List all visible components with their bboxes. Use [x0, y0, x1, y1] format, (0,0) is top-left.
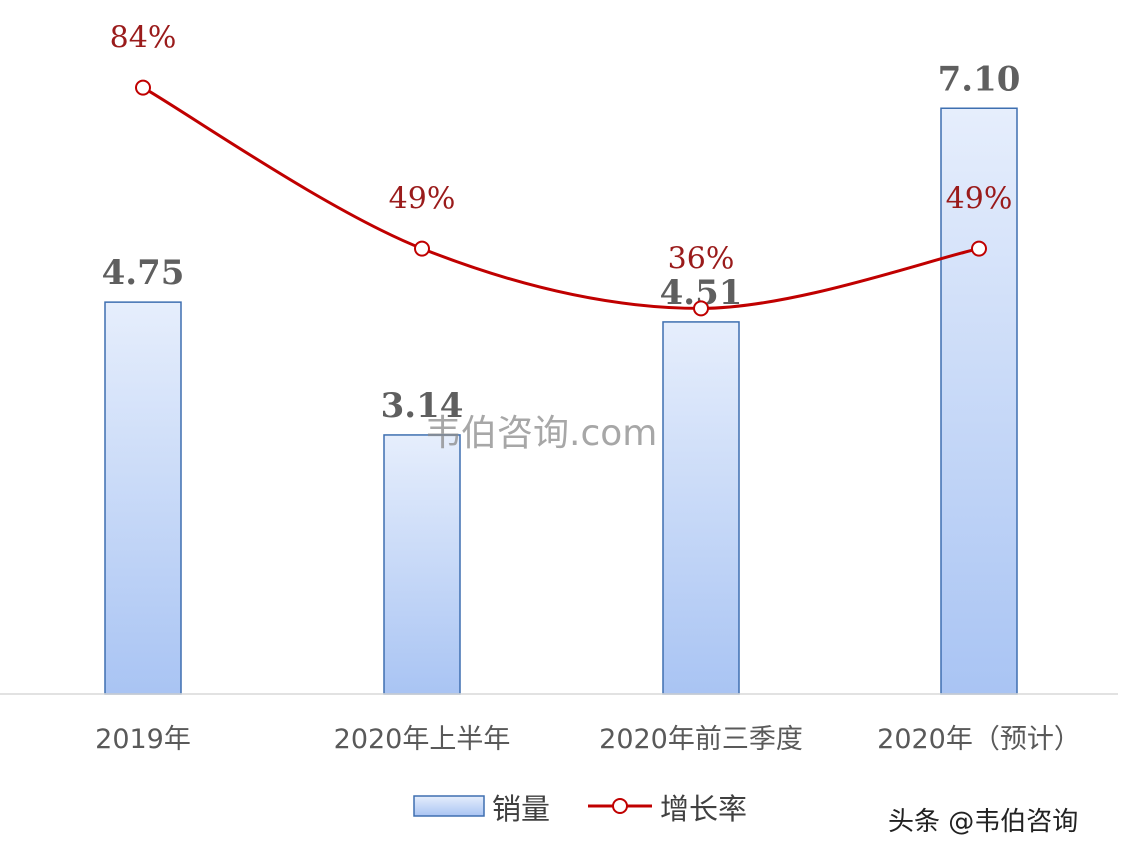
legend: 销量 增长率 — [413, 792, 747, 826]
bar-value-label-0: 4.75 — [102, 253, 185, 293]
bars-layer — [104, 107, 1018, 695]
bar-value-labels: 4.753.144.517.10 — [102, 59, 1021, 426]
x-axis-tick-labels: 2019年 2020年上半年 2020年前三季度 2020年（预计） — [95, 724, 1081, 755]
growth-rate-point-3 — [971, 240, 987, 257]
growth-rate-label-3: 49% — [946, 182, 1013, 217]
legend-bar-swatch — [413, 795, 485, 817]
legend-label-sales: 销量 — [492, 792, 550, 826]
bar-1 — [383, 434, 461, 695]
watermark: 韦伯咨询.com — [425, 413, 657, 454]
growth-rate-point-0 — [135, 79, 151, 96]
growth-rate-label-1: 49% — [389, 182, 456, 217]
x-tick-label-3: 2020年（预计） — [877, 724, 1081, 755]
bar-value-label-1: 3.14 — [381, 386, 464, 426]
x-tick-label-1: 2020年上半年 — [334, 724, 511, 755]
growth-rate-label-2: 36% — [668, 241, 735, 276]
growth-rate-point-1 — [414, 240, 430, 257]
bar-value-label-3: 7.10 — [938, 59, 1021, 99]
source-watermark: 头条 @韦伯咨询 — [888, 807, 1078, 837]
legend-label-growth: 增长率 — [660, 792, 747, 826]
x-tick-label-0: 2019年 — [95, 724, 191, 755]
growth-rate-line — [142, 86, 980, 310]
growth-rate-point-2 — [693, 300, 709, 317]
growth-rate-label-0: 84% — [110, 21, 177, 56]
bar-2 — [662, 321, 740, 695]
legend-line-marker — [612, 798, 628, 814]
bar-0 — [104, 301, 182, 695]
bar-3 — [940, 107, 1018, 695]
x-tick-label-2: 2020年前三季度 — [599, 724, 803, 755]
rate-line-layer: 84% 49% 36% 49% — [110, 21, 1013, 317]
